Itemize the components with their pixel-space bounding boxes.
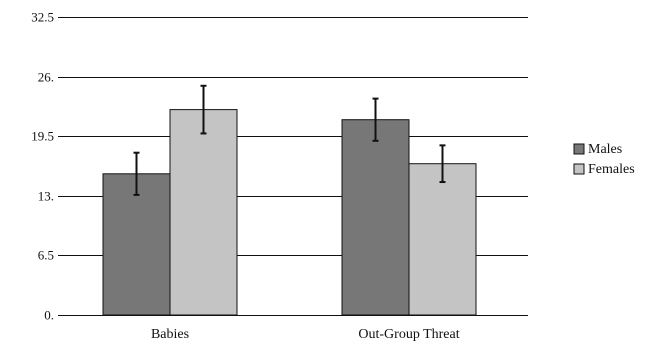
x-category-label: Babies xyxy=(151,327,189,342)
y-tick-label: 0. xyxy=(44,308,54,323)
y-tick-label: 26. xyxy=(38,70,54,85)
legend-label: Males xyxy=(588,142,622,157)
legend-swatch xyxy=(573,143,585,155)
legend: Males Females xyxy=(573,142,635,177)
legend-item-females: Females xyxy=(573,162,635,177)
bar-males xyxy=(341,119,410,316)
error-bars xyxy=(133,84,446,196)
legend-label: Females xyxy=(588,162,635,177)
y-tick-label: 19.5 xyxy=(31,129,54,144)
y-tick-label: 13. xyxy=(38,189,54,204)
legend-item-males: Males xyxy=(573,142,622,157)
y-axis-ticks: 0. 6.5 13. 19.5 26. 32.5 xyxy=(31,10,54,323)
y-tick-label: 6.5 xyxy=(38,248,54,263)
bar-females xyxy=(169,109,238,316)
bar-females xyxy=(408,163,477,316)
y-tick-label: 32.5 xyxy=(31,10,54,25)
x-axis-categories: Babies Out-Group Threat xyxy=(151,327,460,342)
x-category-label: Out-Group Threat xyxy=(358,327,459,342)
error-bar xyxy=(200,84,207,135)
error-bar xyxy=(372,97,379,142)
error-bar xyxy=(133,151,140,196)
error-bar xyxy=(439,144,446,184)
legend-swatch xyxy=(573,163,585,175)
bar-males xyxy=(102,173,171,316)
bars xyxy=(102,109,477,316)
